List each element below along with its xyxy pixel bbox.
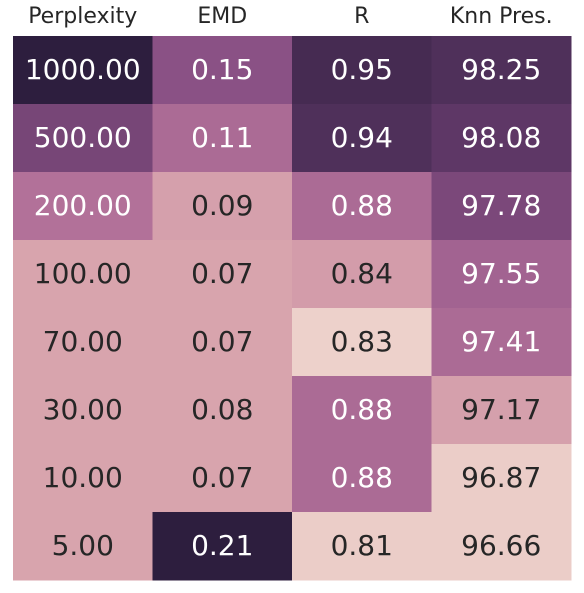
cell-value-label: 0.88 xyxy=(331,393,393,426)
heatmap-cell xyxy=(13,308,153,377)
cell-value-label: 500.00 xyxy=(34,121,132,154)
heatmap-cell xyxy=(152,104,293,173)
cell-value-label: 98.25 xyxy=(461,53,541,86)
cell-value-label: 0.84 xyxy=(331,257,393,290)
cell-value-label: 0.07 xyxy=(191,461,253,494)
heatmap-cell xyxy=(431,172,572,241)
cell-value-label: 0.09 xyxy=(191,189,253,222)
heatmap-cell xyxy=(152,308,293,377)
heatmap-cell xyxy=(13,240,153,309)
cell-value-label: 0.81 xyxy=(331,529,393,562)
cell-value-label: 100.00 xyxy=(34,257,132,290)
heatmap-cell xyxy=(152,36,293,105)
column-header: Perplexity xyxy=(28,4,137,29)
cell-value-label: 30.00 xyxy=(43,393,123,426)
heatmap-cell xyxy=(13,104,153,173)
heatmap-cell xyxy=(13,376,153,445)
cell-value-label: 97.41 xyxy=(461,325,541,358)
heatmap-cell xyxy=(292,172,432,241)
cell-value-label: 0.95 xyxy=(331,53,393,86)
cell-value-label: 5.00 xyxy=(52,529,114,562)
heatmap-cell xyxy=(152,444,293,513)
heatmap-cell xyxy=(292,308,432,377)
cell-value-label: 96.66 xyxy=(461,529,541,562)
cell-value-label: 0.88 xyxy=(331,189,393,222)
heatmap-cell xyxy=(152,512,293,581)
cell-value-label: 98.08 xyxy=(461,121,541,154)
column-header: Knn Pres. xyxy=(450,4,553,29)
cell-value-label: 0.15 xyxy=(191,53,253,86)
heatmap-cell xyxy=(152,172,293,241)
heatmap-cell xyxy=(292,376,432,445)
heatmap-cell xyxy=(292,444,432,513)
cell-value-label: 0.94 xyxy=(331,121,393,154)
cell-value-label: 0.07 xyxy=(191,325,253,358)
heatmap-cell xyxy=(292,240,432,309)
cell-value-label: 97.55 xyxy=(461,257,541,290)
cell-value-label: 97.78 xyxy=(461,189,541,222)
cell-value-label: 0.21 xyxy=(191,529,253,562)
cell-value-label: 0.88 xyxy=(331,461,393,494)
heatmap-cell xyxy=(292,104,432,173)
heatmap-cell xyxy=(431,36,572,105)
cell-value-label: 1000.00 xyxy=(25,53,141,86)
heatmap-cell xyxy=(292,36,432,105)
cell-value-label: 0.08 xyxy=(191,393,253,426)
cell-value-label: 96.87 xyxy=(461,461,541,494)
heatmap-cell xyxy=(13,512,153,581)
cell-value-label: 0.07 xyxy=(191,257,253,290)
heatmap-cell xyxy=(431,308,572,377)
heatmap-cell xyxy=(13,444,153,513)
heatmap-cell xyxy=(13,36,153,105)
cell-value-label: 70.00 xyxy=(43,325,123,358)
cell-value-label: 10.00 xyxy=(43,461,123,494)
heatmap-cell xyxy=(13,172,153,241)
heatmap-cell xyxy=(431,104,572,173)
column-header: R xyxy=(354,4,369,29)
heatmap-cell xyxy=(152,240,293,309)
heatmap-cell xyxy=(431,444,572,513)
cell-value-label: 97.17 xyxy=(461,393,541,426)
heatmap-cell xyxy=(152,376,293,445)
cell-value-label: 200.00 xyxy=(34,189,132,222)
heatmap-cell xyxy=(431,512,572,581)
heatmap-cell xyxy=(431,376,572,445)
column-header: EMD xyxy=(197,4,247,29)
cell-value-label: 0.83 xyxy=(331,325,393,358)
cell-value-label: 0.11 xyxy=(191,121,253,154)
heatmap-cell xyxy=(431,240,572,309)
heatmap-cell xyxy=(292,512,432,581)
